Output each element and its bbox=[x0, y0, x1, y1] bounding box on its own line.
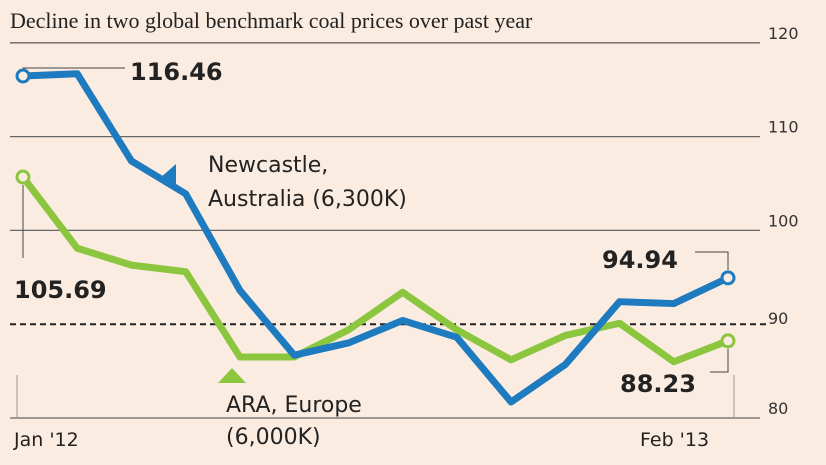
legend-newcastle-line2: Australia (6,300K) bbox=[208, 187, 407, 212]
data-label-ara-end: 88.23 bbox=[620, 370, 696, 398]
data-label-ara-start: 105.69 bbox=[14, 276, 107, 304]
legend-ara-line1: ARA, Europe bbox=[226, 393, 362, 418]
x-tick-label-end: Feb '13 bbox=[640, 429, 709, 451]
ara-pointer-icon bbox=[218, 368, 246, 383]
y-tick-label: 90 bbox=[768, 309, 788, 328]
x-tick-label-start: Jan '12 bbox=[13, 429, 79, 451]
chart-subtitle: Decline in two global benchmark coal pri… bbox=[10, 8, 533, 33]
data-point-marker bbox=[15, 169, 31, 185]
data-label-newcastle-end: 94.94 bbox=[602, 246, 678, 274]
y-tick-label: 120 bbox=[768, 24, 799, 43]
legend-ara-line2: (6,000K) bbox=[226, 425, 321, 450]
leader-line bbox=[695, 251, 729, 270]
data-label-newcastle-start: 116.46 bbox=[130, 58, 223, 86]
data-point-marker bbox=[15, 68, 31, 84]
y-tick-label: 100 bbox=[768, 211, 799, 230]
legend-newcastle-line1: Newcastle, bbox=[208, 153, 328, 178]
y-tick-label: 80 bbox=[768, 399, 788, 418]
data-point-marker bbox=[720, 333, 736, 349]
leader-line bbox=[710, 348, 729, 373]
newcastle-pointer-icon bbox=[160, 164, 176, 190]
series-line-newcastle bbox=[22, 70, 730, 406]
y-tick-label: 110 bbox=[768, 118, 799, 137]
series-line-ara bbox=[20, 174, 730, 366]
data-point-marker bbox=[720, 270, 736, 286]
